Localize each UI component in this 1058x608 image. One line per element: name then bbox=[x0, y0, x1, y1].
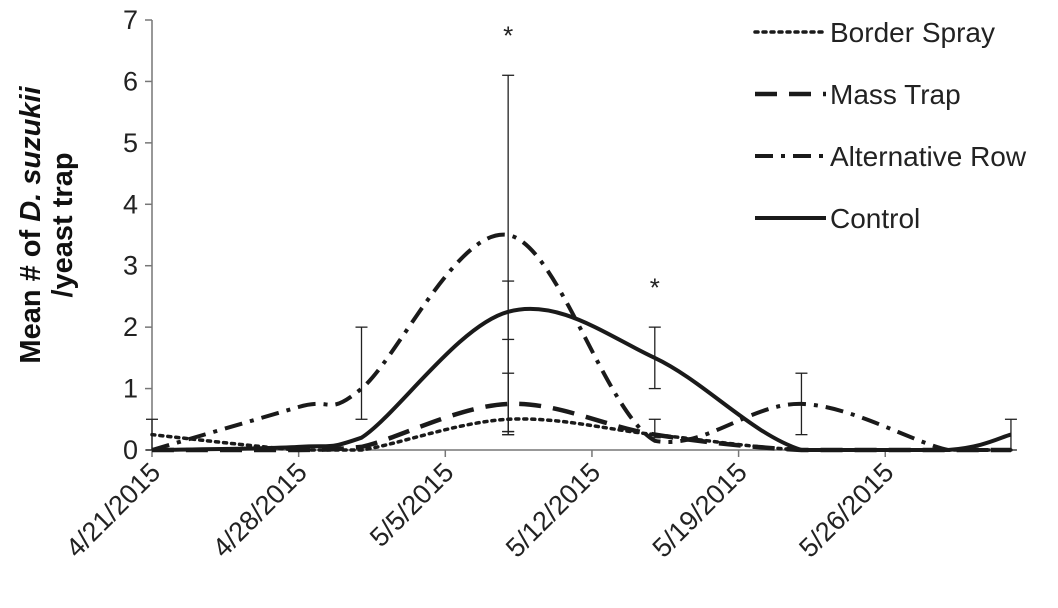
legend-label: Border Spray bbox=[830, 17, 995, 48]
legend-item-border-spray: Border Spray bbox=[753, 17, 995, 48]
y-tick-label: 6 bbox=[123, 66, 138, 96]
x-axis-ticks: 4/21/2015 4/28/2015 5/5/2015 5/12/2015 5/19/… bbox=[60, 450, 899, 563]
significance-marker: * bbox=[650, 272, 660, 302]
legend-label: Alternative Row bbox=[830, 141, 1027, 172]
legend-item-mass-trap: Mass Trap bbox=[755, 79, 961, 110]
x-tick-label: 5/19/2015 bbox=[647, 457, 753, 563]
x-tick-label: 5/26/2015 bbox=[793, 457, 899, 563]
error-bars bbox=[146, 74, 1017, 451]
x-tick-label: 5/5/2015 bbox=[364, 457, 460, 553]
y-axis-ticks: 0 1 2 3 4 5 6 7 bbox=[123, 5, 152, 465]
series-lines bbox=[150, 232, 1013, 453]
series-line-control bbox=[151, 306, 1012, 453]
error-bar bbox=[502, 372, 515, 436]
y-axis-title-line2: /yeast trap bbox=[47, 152, 79, 297]
y-tick-label: 4 bbox=[123, 189, 138, 219]
significance-marker: * bbox=[503, 21, 513, 51]
y-tick-label: 7 bbox=[123, 5, 138, 35]
x-tick-label: 4/28/2015 bbox=[207, 457, 313, 563]
legend-item-alternative-row: Alternative Row bbox=[755, 141, 1027, 172]
y-tick-label: 1 bbox=[123, 374, 138, 404]
annotations: ** bbox=[503, 21, 660, 303]
y-axis-title-species: D. suzukii bbox=[15, 85, 47, 221]
series-line-border-spray bbox=[150, 417, 1013, 452]
y-tick-label: 0 bbox=[123, 435, 138, 465]
legend-item-control: Control bbox=[755, 203, 920, 234]
y-tick-label: 2 bbox=[123, 312, 138, 342]
series-line-alternative-row bbox=[151, 232, 1011, 453]
y-axis-title-prefix: Mean # of bbox=[15, 222, 47, 364]
y-tick-label: 3 bbox=[123, 251, 138, 281]
legend-label: Mass Trap bbox=[830, 79, 961, 110]
error-bar bbox=[355, 326, 368, 420]
series-line-mass-trap bbox=[151, 401, 1011, 453]
x-tick-label: 5/12/2015 bbox=[500, 457, 606, 563]
x-tick-label: 4/21/2015 bbox=[60, 457, 166, 563]
y-axis-title: Mean # of D. suzukii /yeast trap bbox=[15, 85, 79, 363]
svg-text:Mean # of D. suzukii: Mean # of D. suzukii bbox=[15, 85, 47, 363]
legend-label: Control bbox=[830, 203, 920, 234]
legend: Border Spray Mass Trap Alternative Row Cont… bbox=[753, 17, 1027, 234]
y-tick-label: 5 bbox=[123, 128, 138, 158]
